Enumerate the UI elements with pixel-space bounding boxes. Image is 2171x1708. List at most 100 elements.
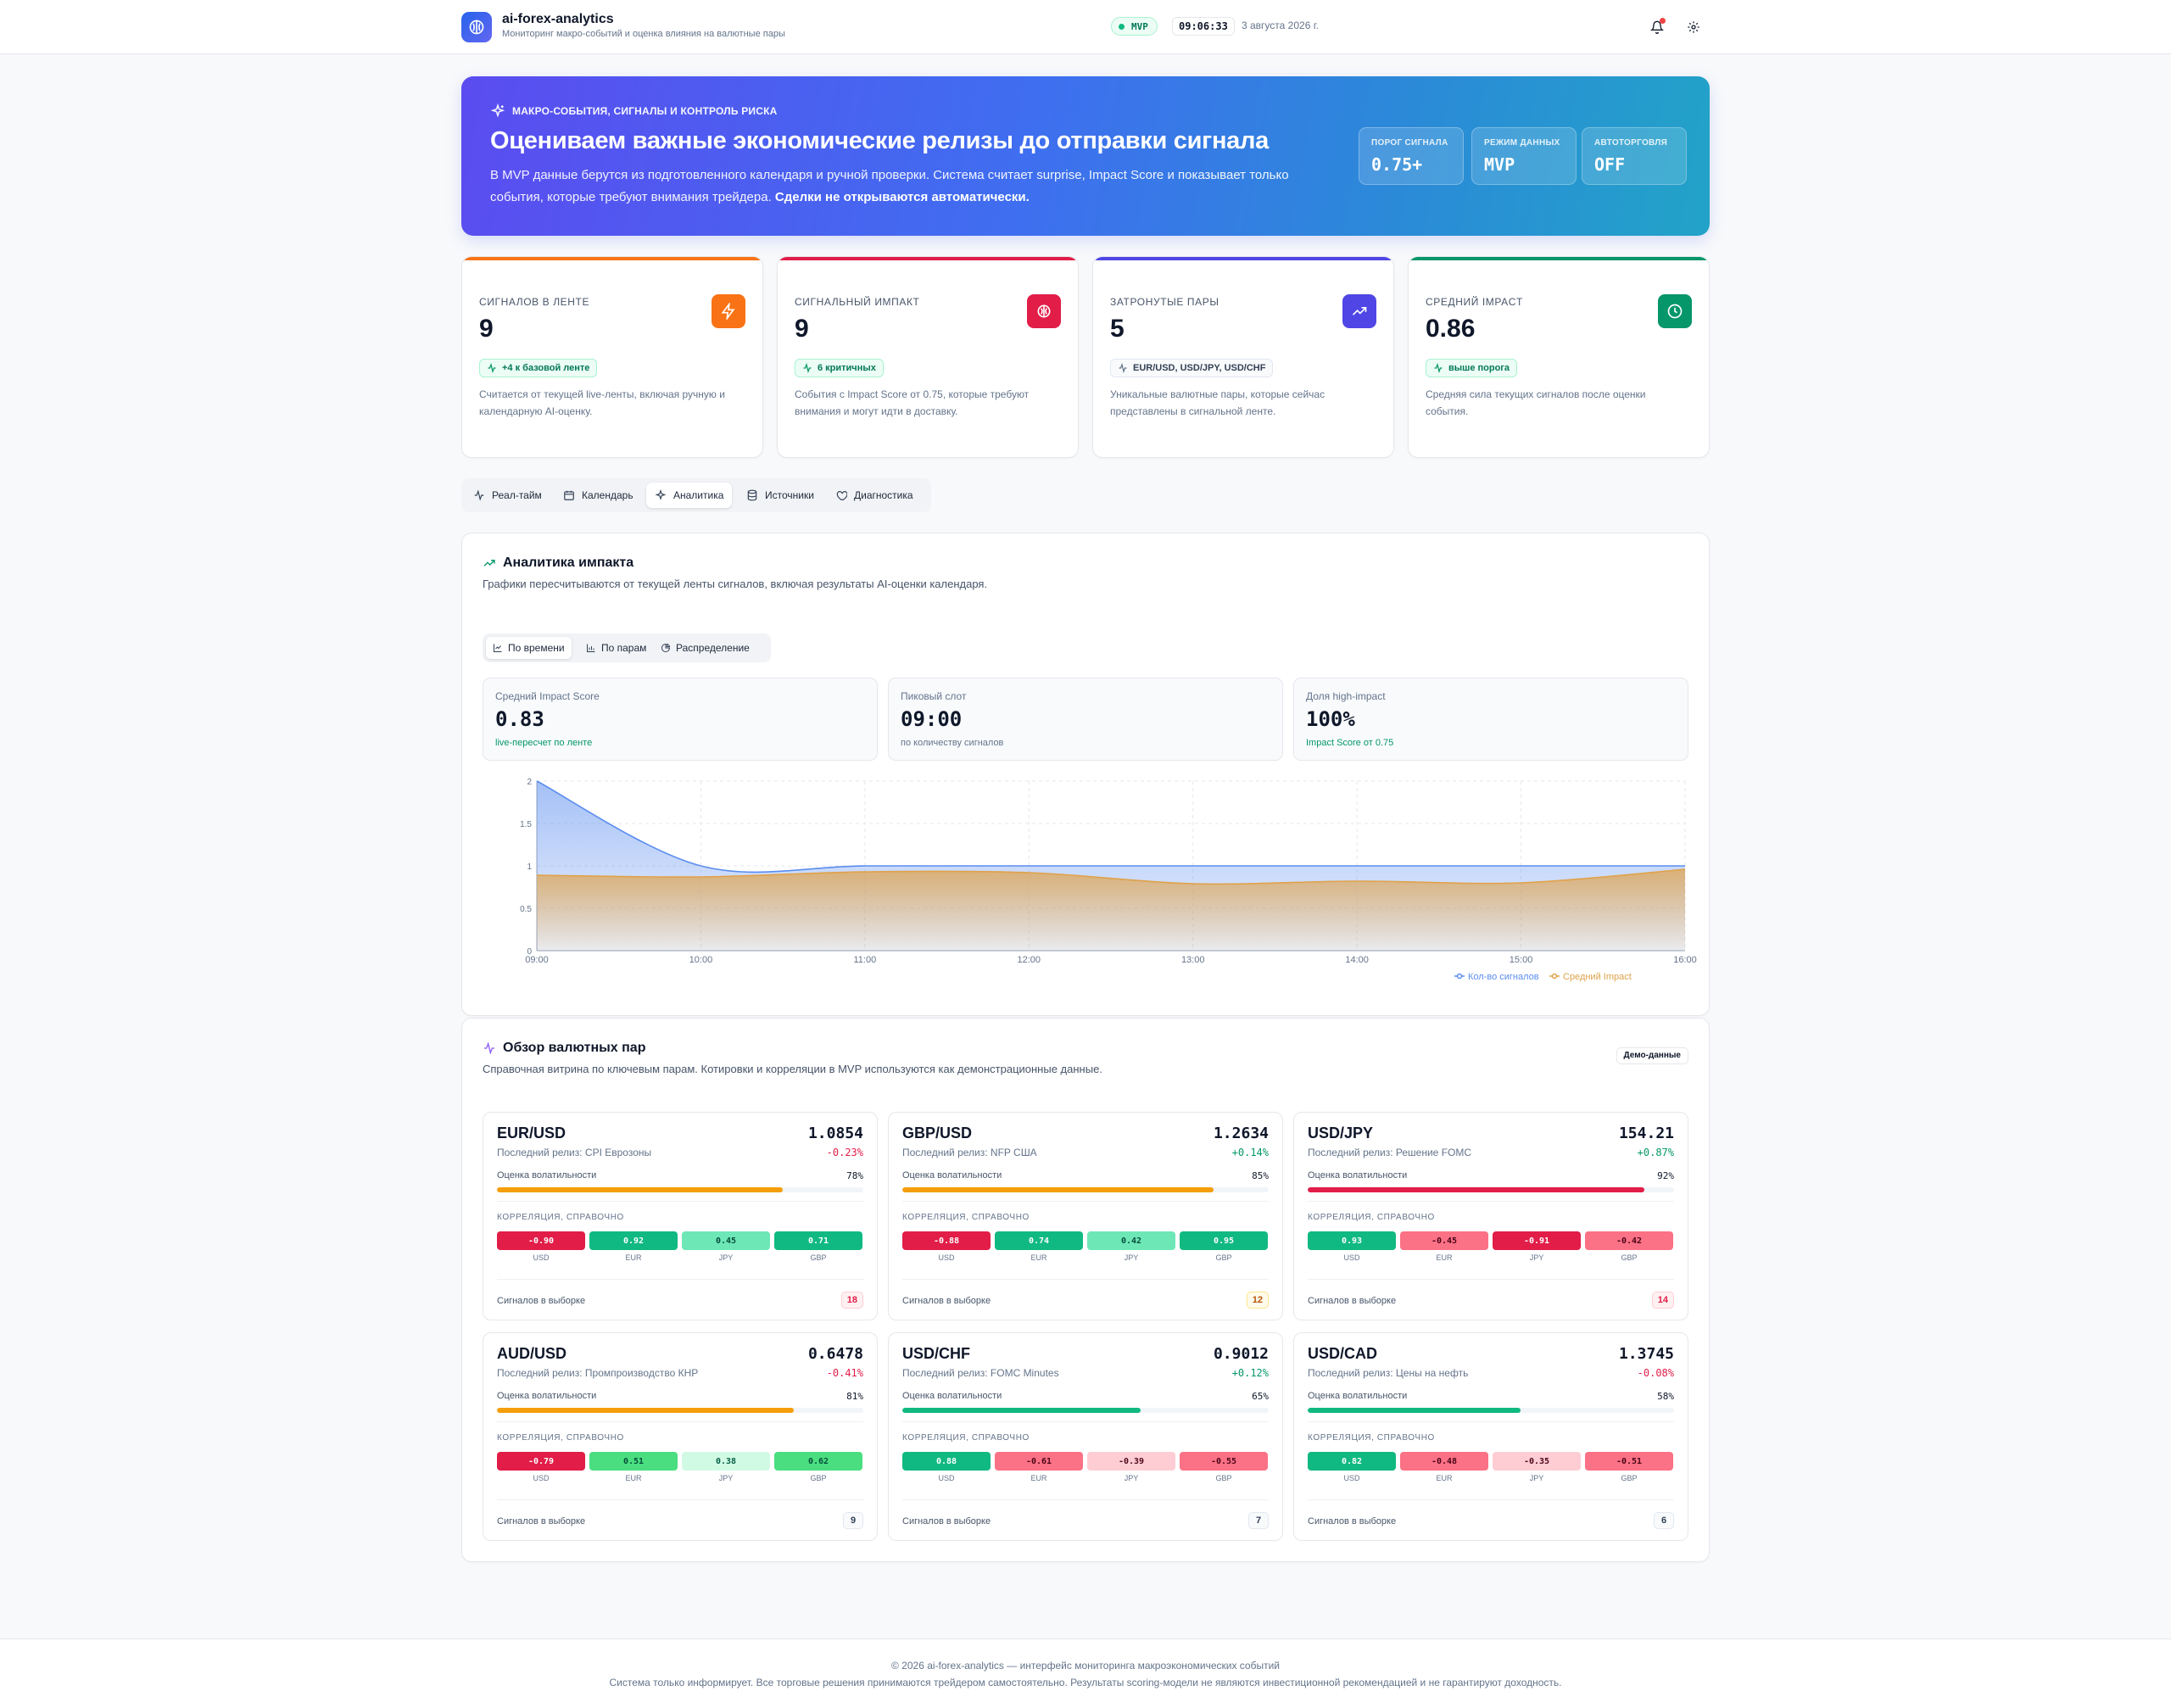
y-tick-label: 0 xyxy=(527,947,532,957)
kpi-note: по количеству сигналов xyxy=(901,738,1004,748)
brain-icon xyxy=(1027,294,1061,328)
kpi-note: live-пересчет по ленте xyxy=(495,738,593,748)
tab-label: Аналитика xyxy=(673,489,724,501)
subtab-label: По времени xyxy=(508,642,565,654)
hero-box-data-mode: РЕЖИМ ДАННЫХ MVP xyxy=(1471,127,1577,185)
kpi-label: Средний Impact Score xyxy=(495,690,600,702)
correlation-value: 0.42 xyxy=(1087,1231,1175,1250)
volatility-label: Оценка волатильности xyxy=(497,1170,597,1181)
stat-badge-text: +4 к базовой ленте xyxy=(502,363,590,373)
subtab-distribution[interactable]: Распределение xyxy=(654,637,756,659)
volatility-bar xyxy=(902,1408,1269,1413)
volatility-bar-fill xyxy=(497,1408,794,1413)
volatility-value: 81% xyxy=(846,1391,863,1402)
volatility-bar-fill xyxy=(902,1408,1141,1413)
app-logo-icon[interactable] xyxy=(461,12,492,42)
subtab-by-time[interactable]: По времени xyxy=(486,637,572,659)
stat-badge: 6 критичных xyxy=(795,359,884,377)
correlation-currency: GBP xyxy=(1621,1253,1638,1262)
pair-price: 1.0854 xyxy=(807,1125,863,1142)
correlation-cell: 0.71 GBP xyxy=(774,1231,862,1262)
main-tabs: Реал-тайм Календарь Аналитика Источники … xyxy=(461,478,931,512)
correlation-value: 0.82 xyxy=(1308,1452,1396,1471)
volatility-bar xyxy=(1308,1187,1674,1192)
correlation-currency: GBP xyxy=(810,1474,827,1482)
correlation-cell: -0.48 EUR xyxy=(1400,1452,1488,1482)
pair-last-release: Последний релиз: NFP США xyxy=(902,1147,1037,1158)
stat-value: 9 xyxy=(795,315,809,343)
volatility-value: 65% xyxy=(1252,1391,1269,1402)
pair-symbol: GBP/USD xyxy=(902,1125,973,1141)
correlation-label: КОРРЕЛЯЦИЯ, СПРАВОЧНО xyxy=(497,1213,624,1222)
settings-button[interactable] xyxy=(1683,17,1704,37)
correlation-cell: 0.92 EUR xyxy=(589,1231,678,1262)
pair-last-release: Последний релиз: FOMC Minutes xyxy=(902,1367,1059,1379)
pair-card-gbp-usd[interactable]: GBP/USD 1.2634 Последний релиз: NFP США … xyxy=(888,1112,1283,1320)
bar-chart-icon xyxy=(587,644,595,652)
series-line-0 xyxy=(536,780,1685,874)
kpi-note: Impact Score от 0.75 xyxy=(1306,738,1394,748)
pair-price: 0.6478 xyxy=(807,1345,863,1363)
database-icon xyxy=(747,489,757,501)
correlation-value: -0.45 xyxy=(1400,1231,1488,1250)
hero-box-value: MVP xyxy=(1484,154,1515,175)
correlation-value: -0.61 xyxy=(995,1452,1083,1471)
correlation-currency: GBP xyxy=(810,1253,827,1262)
hero-text-body: В MVP данные берутся из подготовленного … xyxy=(490,168,1289,204)
divider xyxy=(902,1279,1269,1280)
correlation-currency: EUR xyxy=(625,1474,642,1482)
impact-chart: 0 0.5 1 1.5 2 09:00 10:00 11:00 12:00 13:00 14:00 1… xyxy=(520,778,1697,982)
correlation-cell: -0.39 JPY xyxy=(1087,1452,1175,1482)
tab-diagnostics[interactable]: Диагностика xyxy=(827,483,922,508)
tab-analytics[interactable]: Аналитика xyxy=(646,483,733,508)
correlation-value: -0.91 xyxy=(1493,1231,1581,1250)
volatility-label: Оценка волатильности xyxy=(902,1170,1002,1181)
sparkles-icon xyxy=(655,489,667,500)
divider xyxy=(1308,1421,1674,1422)
signals-count-badge: 6 xyxy=(1654,1512,1674,1529)
pair-card-aud-usd[interactable]: AUD/USD 0.6478 Последний релиз: Промпрои… xyxy=(483,1332,878,1541)
correlation-currency: GBP xyxy=(1215,1474,1232,1482)
tab-label: Диагностика xyxy=(854,489,913,501)
pair-card-usd-jpy[interactable]: USD/JPY 154.21 Последний релиз: Решение … xyxy=(1293,1112,1688,1320)
tab-sources[interactable]: Источники xyxy=(738,483,823,508)
analytics-title-text: Аналитика импакта xyxy=(503,555,634,570)
pair-change: -0.41% xyxy=(826,1367,863,1379)
bolt-icon xyxy=(712,294,745,328)
stat-label: СИГНАЛОВ В ЛЕНТЕ xyxy=(479,296,590,308)
correlation-currency: USD xyxy=(1343,1253,1360,1262)
diagnostics-icon xyxy=(836,491,847,500)
signals-label: Сигналов в выборке xyxy=(1308,1516,1397,1527)
tab-calendar[interactable]: Календарь xyxy=(555,483,642,508)
footer: © 2026 ai-forex-analytics — интерфейс мо… xyxy=(0,1638,2171,1708)
subtab-by-pairs[interactable]: По парам xyxy=(579,637,653,659)
stat-badge-text: выше порога xyxy=(1448,363,1510,373)
notifications-button[interactable] xyxy=(1647,17,1667,37)
stat-card-accent xyxy=(1409,257,1709,260)
correlation-value: 0.62 xyxy=(774,1452,862,1471)
activity-icon xyxy=(1434,363,1443,373)
correlation-row: -0.79 USD 0.51 EUR 0.38 JPY 0.62 GBP xyxy=(497,1452,863,1486)
pair-card-eur-usd[interactable]: EUR/USD 1.0854 Последний релиз: CPI Евро… xyxy=(483,1112,878,1320)
stat-description: Считается от текущей live-ленты, включая… xyxy=(479,388,725,417)
analytics-panel: Аналитика импакта Графики пересчитываютс… xyxy=(461,533,1710,1016)
stat-badge: EUR/USD, USD/JPY, USD/CHF xyxy=(1110,359,1274,377)
tab-realtime[interactable]: Реал-тайм xyxy=(465,483,550,508)
signals-label: Сигналов в выборке xyxy=(902,1516,991,1527)
correlation-currency: JPY xyxy=(1529,1253,1544,1262)
notification-dot-icon xyxy=(1660,18,1666,24)
hero-text: В MVP данные берутся из подготовленного … xyxy=(490,165,1338,209)
correlation-value: 0.51 xyxy=(589,1452,678,1471)
correlation-cell: 0.88 USD xyxy=(902,1452,991,1482)
series-line-1 xyxy=(536,868,1686,885)
correlation-cell: 0.93 USD xyxy=(1308,1231,1396,1262)
hero-box-threshold: ПОРОГ СИГНАЛА 0.75+ xyxy=(1359,127,1464,185)
activity-icon xyxy=(1119,363,1127,373)
x-tick-label: 12:00 xyxy=(1018,955,1041,965)
correlation-value: -0.48 xyxy=(1400,1452,1488,1471)
activity-icon xyxy=(803,363,812,373)
pair-card-usd-chf[interactable]: USD/CHF 0.9012 Последний релиз: FOMC Min… xyxy=(888,1332,1283,1541)
signals-count-badge: 14 xyxy=(1651,1292,1674,1309)
pair-card-usd-cad[interactable]: USD/CAD 1.3745 Последний релиз: Цены на … xyxy=(1293,1332,1688,1541)
status-dot-icon xyxy=(1119,23,1125,30)
